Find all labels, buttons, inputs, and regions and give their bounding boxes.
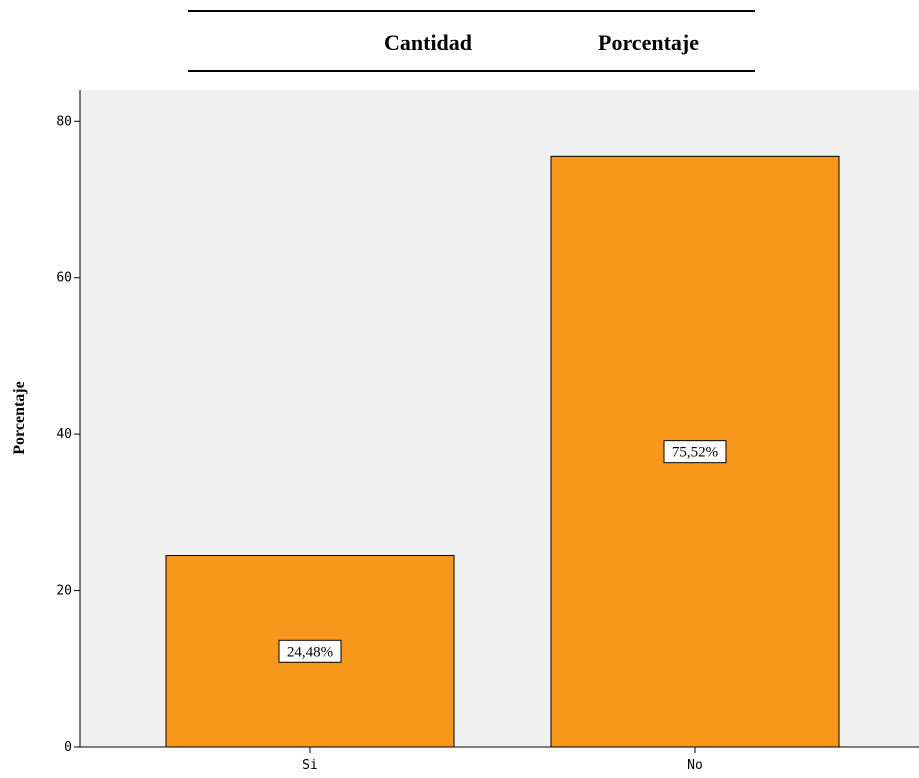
y-tick-label-40: 40 [56, 427, 72, 442]
x-tick-label-no: No [687, 758, 703, 773]
y-axis-label: Porcentaje [11, 381, 28, 454]
y-tick-label-60: 60 [56, 271, 72, 286]
x-tick-label-si: Si [302, 758, 318, 773]
y-tick-label-80: 80 [56, 114, 72, 129]
data-label-box-si [278, 639, 342, 663]
data-label-no: 75,52% [672, 445, 718, 461]
column-header-porcentaje: Porcentaje [598, 30, 699, 55]
data-label-si: 24,48% [287, 644, 333, 660]
table-header: Cantidad Porcentaje [188, 10, 755, 72]
y-tick-label-20: 20 [56, 584, 72, 599]
data-label-box-no [663, 440, 727, 464]
y-tick-label-0: 0 [64, 740, 72, 755]
column-header-cantidad: Cantidad [384, 30, 473, 55]
